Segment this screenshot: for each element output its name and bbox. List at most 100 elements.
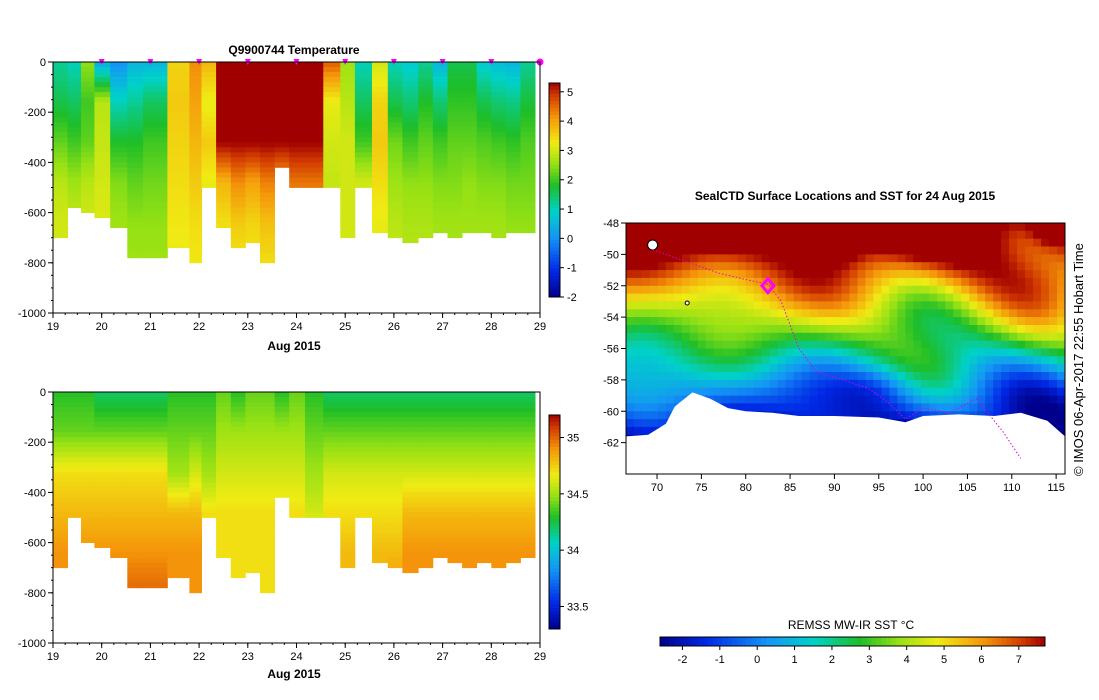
- sst-cell: [737, 372, 747, 381]
- profile-cell: [230, 227, 246, 234]
- profile-cell: [245, 157, 261, 163]
- profile-cell: [340, 512, 356, 518]
- sst-cell: [745, 254, 755, 263]
- sst-cell: [945, 277, 954, 287]
- sst-cell: [833, 403, 842, 412]
- sst-cell: [1017, 332, 1026, 342]
- profile-cell: [230, 487, 246, 493]
- imos-credit: © IMOS 06-Apr-2017 22:55 Hobart Time: [1071, 243, 1086, 476]
- temperature-x-axis: 19 20 21 22 23 24 25 26 27 28 29: [47, 313, 546, 333]
- profile-cell: [216, 407, 232, 413]
- profile-cell: [462, 442, 478, 448]
- profile-cell: [354, 137, 373, 143]
- profile-cell: [110, 92, 128, 98]
- sst-cell: [1009, 293, 1018, 302]
- profile-cell: [94, 447, 111, 453]
- sst-cell: [905, 301, 914, 310]
- profile-cell: [201, 87, 217, 93]
- profile-cell: [245, 512, 261, 518]
- sst-cell: [817, 348, 827, 357]
- sst-cell: [1041, 364, 1050, 373]
- colorbar-swatch: [549, 557, 560, 562]
- sst-cell: [753, 301, 763, 310]
- profile-cell: [340, 152, 356, 158]
- sst-cell: [681, 223, 691, 232]
- profile-cell: [216, 497, 232, 503]
- sst-cell: [665, 379, 675, 389]
- sst-cell: [801, 387, 811, 396]
- profile-cell: [230, 197, 246, 203]
- profile-cell: [81, 507, 95, 513]
- profile-cell: [462, 102, 478, 108]
- sst-cell: [753, 364, 763, 373]
- profile-cell: [167, 107, 190, 113]
- profile-cell: [491, 462, 507, 468]
- sst-cell: [626, 238, 635, 247]
- sst-cell: [929, 277, 938, 287]
- sst-cell: [825, 325, 834, 334]
- sst-colorbar-swatch: [924, 637, 930, 646]
- profile-cell: [305, 467, 324, 473]
- profile-cell: [418, 197, 434, 203]
- sst-cell: [626, 332, 635, 342]
- sst-cell: [761, 379, 771, 389]
- profile-cell: [167, 507, 190, 513]
- profile-cell: [274, 447, 290, 453]
- sst-cell: [721, 262, 731, 271]
- profile-cell: [260, 562, 275, 569]
- sst-cell: [881, 364, 890, 373]
- profile-cell: [260, 237, 275, 244]
- profile-cell: [245, 427, 261, 433]
- profile-cell: [418, 207, 434, 213]
- profile-cell: [274, 137, 290, 143]
- profile-cell: [53, 442, 68, 448]
- sst-cell: [745, 364, 755, 373]
- sst-cell: [985, 254, 994, 263]
- sst-cell: [665, 372, 675, 381]
- profile-cell: [305, 407, 324, 413]
- profile-cell: [476, 532, 492, 538]
- sst-colorbar-swatch: [910, 637, 916, 646]
- profile-cell: [201, 107, 217, 113]
- profile-cell: [491, 492, 507, 498]
- profile-cell: [81, 397, 95, 403]
- profile-cell: [216, 427, 232, 433]
- colorbar-swatch: [549, 261, 560, 266]
- profile-cell: [462, 132, 478, 138]
- sst-cell: [897, 254, 906, 263]
- profile-cell: [189, 77, 202, 83]
- profile-cell: [505, 492, 521, 498]
- profile-cell: [245, 457, 261, 463]
- sst-cell: [673, 340, 683, 349]
- profile-cell: [462, 207, 478, 213]
- profile-cell: [230, 137, 246, 143]
- profile-cell: [127, 522, 144, 528]
- sst-cell: [793, 325, 803, 334]
- sst-cell: [729, 332, 739, 342]
- sst-cell: [921, 254, 930, 263]
- profile-cell: [323, 442, 341, 448]
- profile-cell: [520, 502, 536, 508]
- profile-cell: [167, 532, 190, 538]
- profile-cell: [245, 202, 261, 208]
- sst-cell: [945, 348, 954, 357]
- profile-cell: [230, 567, 246, 574]
- sst-cell: [849, 403, 858, 412]
- sst-cell: [681, 277, 691, 287]
- profile-cell: [354, 67, 373, 73]
- sst-cell: [729, 348, 739, 357]
- sst-cell: [737, 262, 747, 271]
- profile-cell: [167, 467, 190, 473]
- profile-cell: [505, 182, 521, 188]
- profile-cell: [447, 432, 463, 438]
- profile-cell: [505, 127, 521, 133]
- profile-cell: [305, 152, 324, 158]
- sst-cell: [841, 246, 850, 255]
- sst-cell: [705, 309, 715, 318]
- profile-cell: [491, 72, 507, 78]
- sst-cell: [825, 340, 834, 349]
- profile-cell: [305, 87, 324, 93]
- profile-cell: [230, 572, 246, 579]
- sst-cell: [881, 332, 890, 342]
- profile-cell: [260, 537, 275, 543]
